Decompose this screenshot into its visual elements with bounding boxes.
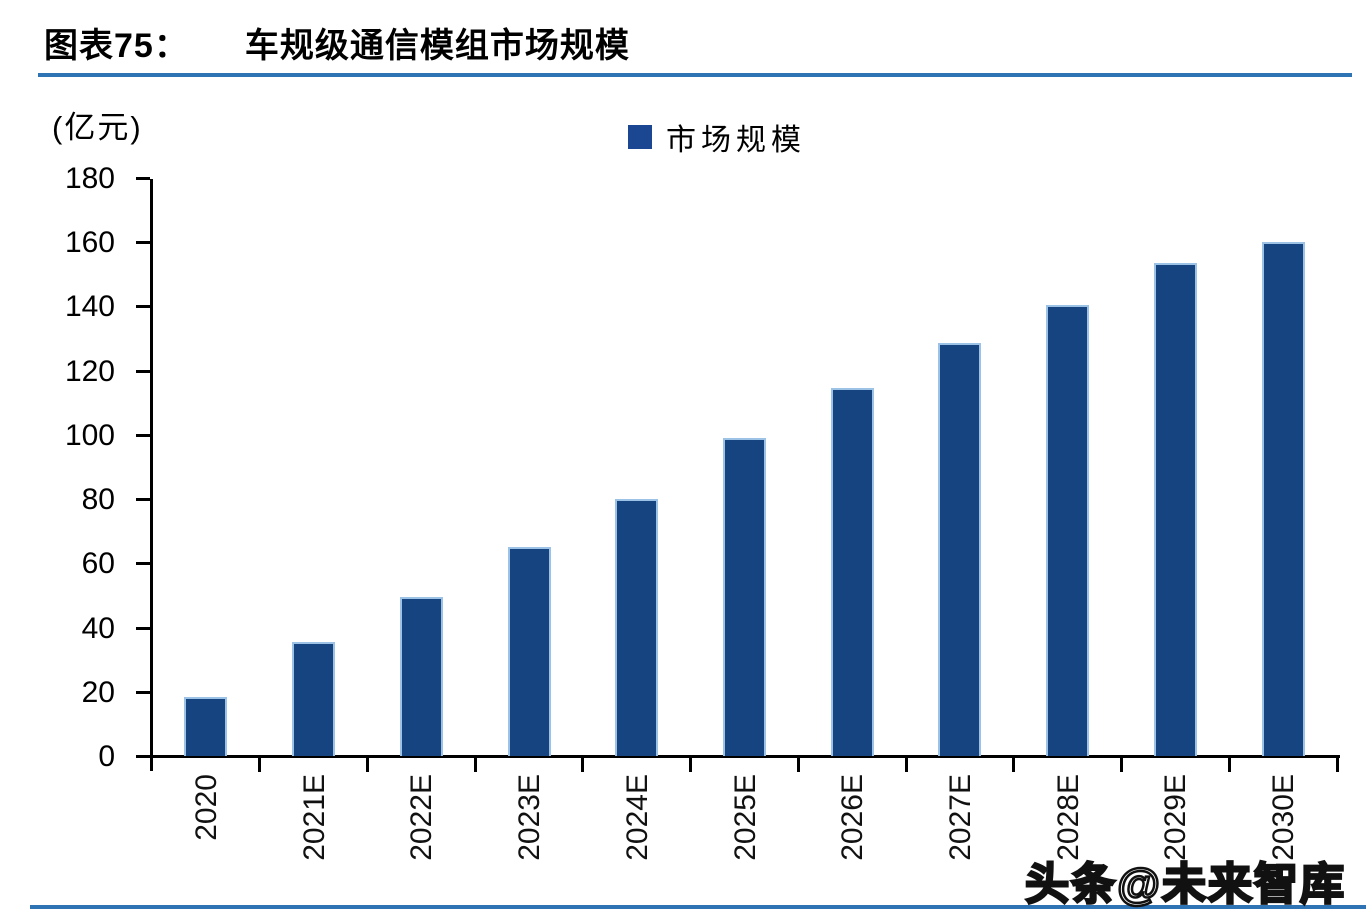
x-tick	[1120, 758, 1124, 772]
x-tick-label: 2023E	[513, 774, 547, 861]
x-axis-line	[150, 755, 1340, 758]
legend: 市场规模	[628, 115, 806, 159]
x-tick	[473, 758, 477, 772]
legend-swatch-icon	[628, 125, 652, 149]
y-tick	[136, 433, 150, 437]
bar-2023E	[507, 547, 551, 756]
x-tick	[258, 758, 262, 772]
bar-2026E	[830, 388, 874, 756]
y-tick-label: 60	[81, 547, 115, 581]
y-tick-label: 100	[64, 418, 115, 452]
x-tick	[796, 758, 800, 772]
figure-label: 图表75：	[44, 27, 189, 65]
y-tick	[136, 177, 150, 180]
x-tick	[904, 758, 908, 772]
y-axis-unit-label: (亿元)	[52, 110, 143, 145]
y-tick-label: 40	[81, 611, 115, 645]
x-tick	[1227, 758, 1231, 772]
y-tick-label: 0	[98, 740, 115, 773]
title-underline	[38, 73, 1352, 77]
x-tick	[581, 758, 585, 772]
x-tick-label: 2020	[189, 774, 223, 841]
bar-2021E	[292, 642, 336, 756]
y-tick	[136, 562, 150, 566]
bar-2029E	[1153, 263, 1197, 756]
y-tick	[136, 690, 150, 694]
y-tick-label: 80	[81, 483, 115, 517]
bar-2028E	[1046, 304, 1090, 756]
y-tick	[136, 305, 150, 309]
page-title: 车规级通信模组市场规模	[244, 27, 630, 65]
watermark: 头条@未来智库	[1024, 859, 1346, 911]
x-tick	[1335, 758, 1339, 772]
x-tick	[1012, 758, 1016, 772]
x-tick-label: 2021E	[297, 774, 331, 861]
bar-2022E	[399, 597, 443, 756]
bar-2030E	[1261, 242, 1305, 756]
y-tick	[136, 755, 150, 758]
y-tick-label: 140	[64, 290, 115, 324]
bar-2024E	[615, 499, 659, 756]
x-tick	[689, 758, 693, 772]
legend-label: 市场规模	[666, 124, 806, 157]
x-tick-label: 2027E	[943, 774, 977, 861]
y-tick	[136, 241, 150, 245]
y-tick	[136, 626, 150, 630]
x-tick-label: 2025E	[728, 774, 762, 861]
x-tick-label: 2024E	[620, 774, 654, 861]
x-tick-label: 2022E	[405, 774, 439, 861]
bar-2020	[184, 696, 228, 756]
bar-2025E	[723, 438, 766, 756]
y-tick-label: 120	[64, 354, 115, 388]
y-tick-label: 20	[81, 675, 115, 709]
bottom-divider	[30, 905, 1366, 909]
chart-title: 图表75： 车规级通信模组市场规模	[44, 18, 1344, 67]
x-tick	[365, 758, 369, 772]
y-tick-label: 160	[64, 226, 115, 260]
y-axis-line	[150, 179, 153, 771]
y-tick-label: 180	[64, 162, 115, 195]
x-tick-label: 2026E	[836, 774, 870, 861]
y-tick	[136, 369, 150, 373]
bar-2027E	[938, 343, 982, 756]
y-tick	[136, 498, 150, 502]
